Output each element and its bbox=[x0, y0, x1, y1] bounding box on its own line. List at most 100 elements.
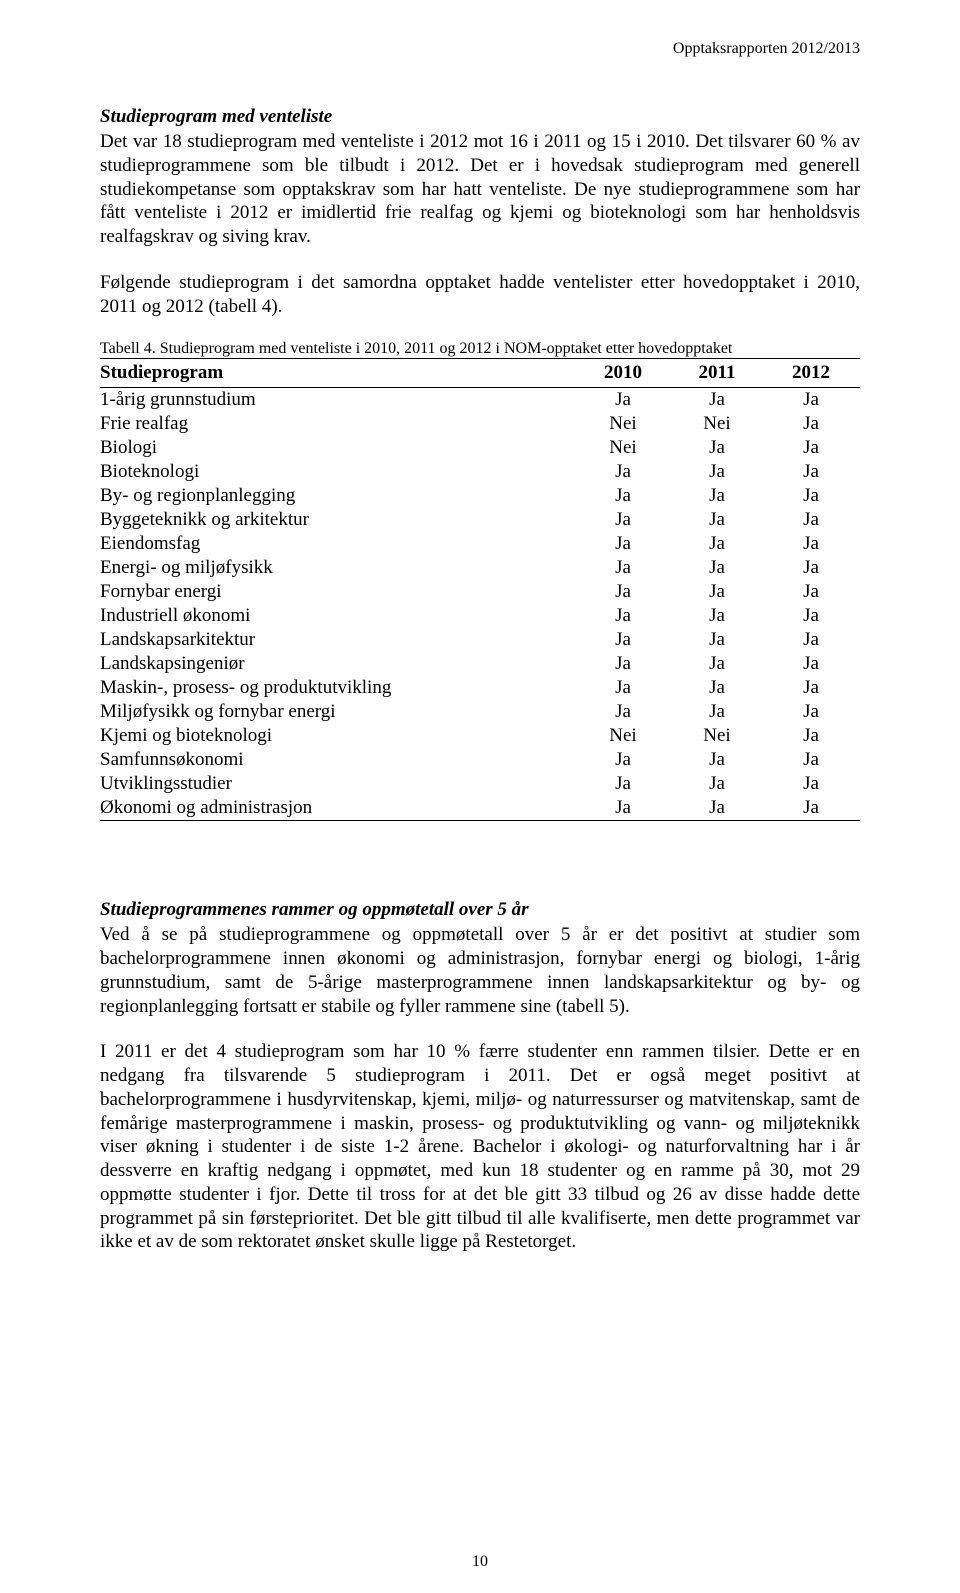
paragraph: I 2011 er det 4 studieprogram som har 10… bbox=[100, 1040, 860, 1254]
table-cell-year: Ja bbox=[578, 484, 672, 508]
table-row: By- og regionplanleggingJaJaJa bbox=[100, 484, 860, 508]
table-header-2010: 2010 bbox=[578, 359, 672, 388]
table-cell-year: Ja bbox=[672, 436, 766, 460]
table-cell-year: Ja bbox=[766, 508, 860, 532]
table-cell-year: Ja bbox=[672, 460, 766, 484]
table-cell-year: Ja bbox=[672, 484, 766, 508]
table-cell-year: Ja bbox=[578, 532, 672, 556]
table-cell-year: Ja bbox=[766, 412, 860, 436]
table-header-2011: 2011 bbox=[672, 359, 766, 388]
table-cell-year: Ja bbox=[766, 604, 860, 628]
table-cell-program: Miljøfysikk og fornybar energi bbox=[100, 700, 578, 724]
table-cell-year: Ja bbox=[672, 652, 766, 676]
table-row: LandskapsarkitekturJaJaJa bbox=[100, 628, 860, 652]
table-cell-program: Landskapsarkitektur bbox=[100, 628, 578, 652]
table-cell-year: Ja bbox=[766, 628, 860, 652]
table-cell-year: Ja bbox=[578, 604, 672, 628]
table-cell-year: Ja bbox=[766, 532, 860, 556]
table-cell-year: Ja bbox=[578, 508, 672, 532]
table-cell-year: Ja bbox=[672, 676, 766, 700]
table-cell-program: Biologi bbox=[100, 436, 578, 460]
table-row: Miljøfysikk og fornybar energiJaJaJa bbox=[100, 700, 860, 724]
table-cell-year: Ja bbox=[578, 460, 672, 484]
section-title-venteliste: Studieprogram med venteliste bbox=[100, 106, 860, 128]
table-cell-year: Ja bbox=[578, 748, 672, 772]
section-title-rammer: Studieprogrammenes rammer og oppmøtetall… bbox=[100, 899, 860, 921]
table-cell-year: Ja bbox=[672, 772, 766, 796]
paragraph: Det var 18 studieprogram med venteliste … bbox=[100, 130, 860, 249]
document-page: Opptaksrapporten 2012/2013 Studieprogram… bbox=[0, 0, 960, 1593]
table-cell-year: Ja bbox=[766, 484, 860, 508]
table-cell-year: Ja bbox=[672, 508, 766, 532]
table-cell-year: Ja bbox=[672, 556, 766, 580]
table-cell-year: Ja bbox=[578, 556, 672, 580]
table-cell-year: Ja bbox=[766, 748, 860, 772]
table-cell-year: Ja bbox=[578, 676, 672, 700]
table-cell-year: Ja bbox=[672, 796, 766, 821]
table-cell-year: Ja bbox=[766, 580, 860, 604]
table-cell-year: Ja bbox=[672, 748, 766, 772]
table-cell-program: Maskin-, prosess- og produktutvikling bbox=[100, 676, 578, 700]
table-cell-program: Byggeteknikk og arkitektur bbox=[100, 508, 578, 532]
table-cell-year: Ja bbox=[578, 652, 672, 676]
table-cell-year: Ja bbox=[766, 700, 860, 724]
table-cell-program: By- og regionplanlegging bbox=[100, 484, 578, 508]
page-number: 10 bbox=[0, 1553, 960, 1571]
table-cell-year: Ja bbox=[766, 796, 860, 821]
table-cell-year: Ja bbox=[672, 580, 766, 604]
table-cell-year: Ja bbox=[672, 532, 766, 556]
table-cell-year: Ja bbox=[766, 772, 860, 796]
table-cell-year: Nei bbox=[578, 412, 672, 436]
table-cell-year: Ja bbox=[672, 388, 766, 413]
table-cell-year: Ja bbox=[578, 796, 672, 821]
table-cell-year: Ja bbox=[766, 556, 860, 580]
table-cell-program: Eiendomsfag bbox=[100, 532, 578, 556]
table-row: BiologiNeiJaJa bbox=[100, 436, 860, 460]
table-row: UtviklingsstudierJaJaJa bbox=[100, 772, 860, 796]
table-cell-year: Ja bbox=[766, 460, 860, 484]
table-row: EiendomsfagJaJaJa bbox=[100, 532, 860, 556]
table-cell-year: Ja bbox=[578, 388, 672, 413]
table-cell-year: Ja bbox=[578, 628, 672, 652]
table-header-row: Studieprogram 2010 2011 2012 bbox=[100, 359, 860, 388]
table-cell-program: Samfunnsøkonomi bbox=[100, 748, 578, 772]
table-cell-year: Ja bbox=[672, 628, 766, 652]
table-header-program: Studieprogram bbox=[100, 359, 578, 388]
table-row: Energi- og miljøfysikkJaJaJa bbox=[100, 556, 860, 580]
paragraph: Følgende studieprogram i det samordna op… bbox=[100, 271, 860, 319]
paragraph: Ved å se på studieprogrammene og oppmøte… bbox=[100, 923, 860, 1018]
table-cell-year: Ja bbox=[766, 676, 860, 700]
table-cell-program: Frie realfag bbox=[100, 412, 578, 436]
table-cell-year: Ja bbox=[578, 580, 672, 604]
table-row: Økonomi og administrasjonJaJaJa bbox=[100, 796, 860, 821]
table-row: 1-årig grunnstudiumJaJaJa bbox=[100, 388, 860, 413]
table-row: SamfunnsøkonomiJaJaJa bbox=[100, 748, 860, 772]
table-cell-year: Nei bbox=[672, 724, 766, 748]
table-cell-program: Kjemi og bioteknologi bbox=[100, 724, 578, 748]
table-row: Frie realfagNeiNeiJa bbox=[100, 412, 860, 436]
page-header: Opptaksrapporten 2012/2013 bbox=[100, 40, 860, 58]
table-row: Industriell økonomiJaJaJa bbox=[100, 604, 860, 628]
table-cell-program: Utviklingsstudier bbox=[100, 772, 578, 796]
table-cell-program: Fornybar energi bbox=[100, 580, 578, 604]
table-cell-year: Ja bbox=[578, 772, 672, 796]
table-cell-year: Ja bbox=[766, 652, 860, 676]
table-cell-year: Ja bbox=[766, 388, 860, 413]
table-cell-program: Økonomi og administrasjon bbox=[100, 796, 578, 821]
table-cell-year: Nei bbox=[672, 412, 766, 436]
table-cell-year: Nei bbox=[578, 436, 672, 460]
table-cell-year: Nei bbox=[578, 724, 672, 748]
study-program-table: Studieprogram 2010 2011 2012 1-årig grun… bbox=[100, 358, 860, 821]
table-row: LandskapsingeniørJaJaJa bbox=[100, 652, 860, 676]
table-cell-program: 1-årig grunnstudium bbox=[100, 388, 578, 413]
table-cell-program: Bioteknologi bbox=[100, 460, 578, 484]
table-row: Kjemi og bioteknologiNeiNeiJa bbox=[100, 724, 860, 748]
table-row: Byggeteknikk og arkitekturJaJaJa bbox=[100, 508, 860, 532]
table-cell-program: Energi- og miljøfysikk bbox=[100, 556, 578, 580]
table-row: BioteknologiJaJaJa bbox=[100, 460, 860, 484]
table-cell-year: Ja bbox=[578, 700, 672, 724]
table-cell-program: Landskapsingeniør bbox=[100, 652, 578, 676]
table-cell-year: Ja bbox=[672, 604, 766, 628]
table-row: Maskin-, prosess- og produktutviklingJaJ… bbox=[100, 676, 860, 700]
table-cell-year: Ja bbox=[672, 700, 766, 724]
